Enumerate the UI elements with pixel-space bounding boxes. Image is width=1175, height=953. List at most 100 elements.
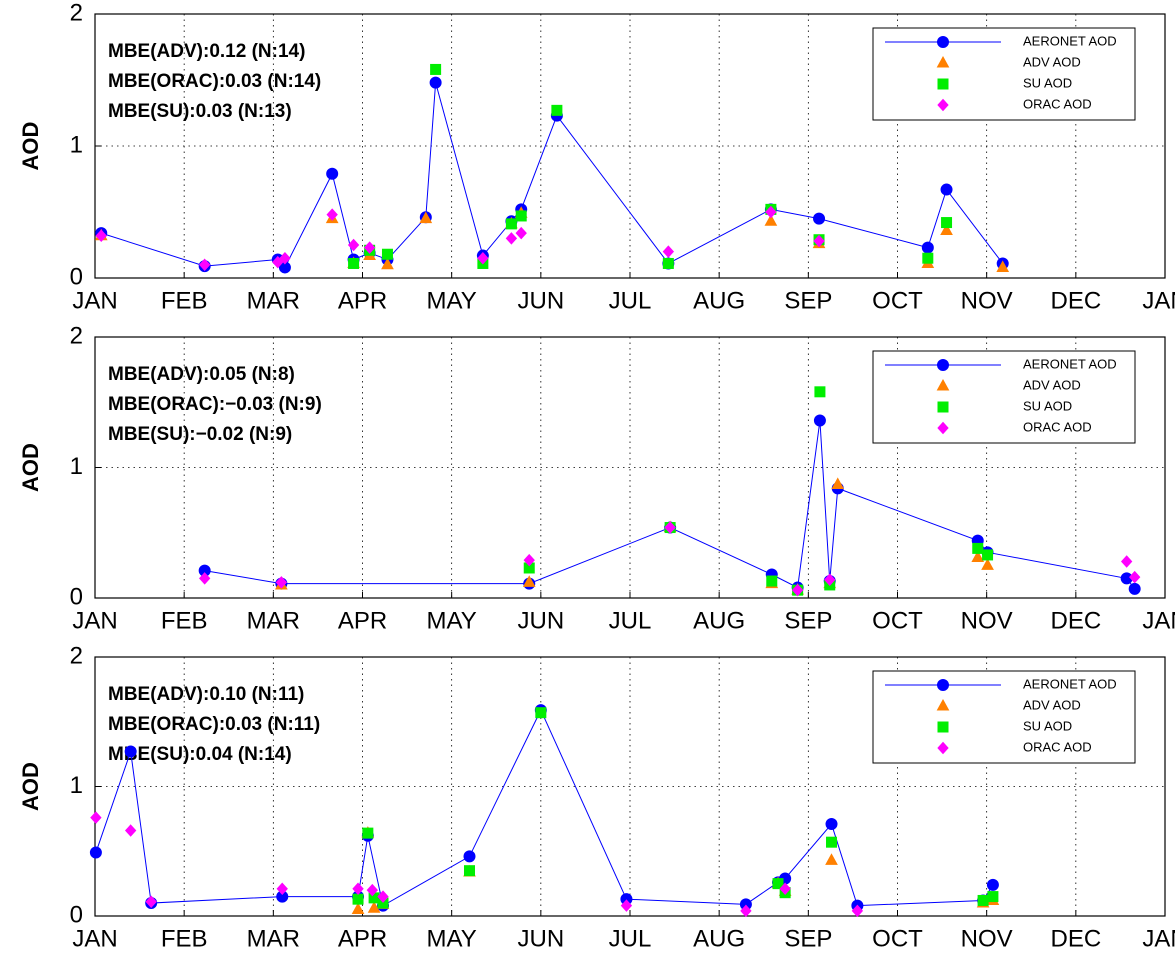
legend-box (872, 670, 1136, 764)
y-axis-label: AOD (18, 122, 43, 171)
plot-frame (94, 656, 1166, 917)
x-tick-label: JUN (517, 607, 564, 634)
marker-triangle (764, 214, 778, 226)
x-tick-label: JAN (72, 607, 117, 634)
x-tick-label: OCT (872, 607, 923, 634)
marker-diamond (326, 208, 338, 221)
marker-square (982, 549, 994, 561)
legend: AERONET AOD ADV AOD SU AOD ORAC AOD (872, 27, 1136, 121)
legend-label: ORAC AOD (1023, 419, 1092, 434)
marker-square (772, 878, 784, 890)
marker-triangle (996, 260, 1010, 272)
y-tick-label: 2 (70, 0, 83, 26)
y-tick-label: 1 (70, 772, 83, 799)
legend-label: SU AOD (1023, 398, 1072, 413)
x-tick-label: DEC (1050, 925, 1101, 952)
marker-triangle (981, 558, 994, 570)
marker-diamond (275, 576, 288, 589)
marker-diamond (664, 521, 676, 534)
x-tick-label: DEC (1050, 287, 1101, 314)
marker-triangle (381, 257, 394, 270)
legend-label: AERONET AOD (1023, 356, 1117, 371)
annotation: MBE(ADV):0.12 (N:14) (108, 41, 305, 62)
marker-square (348, 257, 360, 269)
marker-diamond (366, 883, 378, 897)
marker-diamond (740, 904, 752, 918)
x-tick-label: NOV (961, 607, 1013, 634)
marker-square (922, 252, 934, 264)
marker-square (977, 894, 989, 906)
marker-diamond (505, 232, 518, 245)
series-line (101, 82, 1004, 269)
marker-square (381, 248, 393, 260)
marker-triangle (831, 477, 845, 489)
annotation: MBE(SU):0.04 (N:14) (108, 744, 292, 765)
annotation: MBE(ADV):0.10 (N:11) (108, 684, 304, 705)
x-tick-label: JAN (1142, 607, 1175, 634)
marker-square (551, 104, 563, 116)
marker-square (662, 257, 674, 269)
marker-diamond (145, 895, 157, 908)
annotation: MBE(ORAC):−0.03 (N:9) (108, 394, 322, 415)
x-tick-label: NOV (961, 287, 1013, 314)
marker-diamond (1120, 555, 1133, 568)
marker-triangle (825, 853, 838, 865)
annotation: MBE(ORAC):0.03 (N:11) (108, 714, 320, 735)
marker-diamond (279, 251, 291, 265)
annotation: MBE(SU):−0.02 (N:9) (108, 424, 292, 445)
x-tick-label: MAY (427, 925, 477, 952)
marker-square (826, 836, 838, 848)
x-tick-label: JUN (517, 287, 564, 314)
marker-diamond (765, 205, 777, 219)
marker-diamond (662, 245, 675, 258)
x-tick-label: APR (338, 607, 387, 634)
x-tick-label: JUL (609, 925, 652, 952)
x-tick-label: FEB (161, 925, 208, 952)
y-tick-label: 1 (70, 453, 83, 480)
y-axis-label: AOD (18, 762, 43, 811)
x-tick-label: JAN (1142, 925, 1175, 952)
marker-circle (463, 850, 476, 863)
x-tick-label: DEC (1050, 607, 1101, 634)
marker-square (972, 542, 984, 554)
x-tick-label: MAR (247, 925, 300, 952)
marker-diamond (937, 421, 949, 435)
legend: AERONET AOD ADV AOD SU AOD ORAC AOD (872, 670, 1136, 764)
panel: JANFEBMARAPRMAYJUNJULAUGSEPOCTNOVDECJAN0… (18, 322, 1175, 634)
marker-diamond (937, 98, 949, 112)
marker-square (535, 707, 547, 719)
marker-circle (940, 183, 953, 196)
legend-label: ORAC AOD (1023, 96, 1092, 111)
marker-triangle (971, 550, 985, 563)
marker-circle (921, 241, 934, 254)
marker-diamond (272, 255, 284, 269)
legend-label: ADV AOD (1023, 697, 1081, 712)
marker-diamond (851, 904, 864, 918)
marker-square (941, 217, 953, 229)
marker-diamond (620, 899, 633, 912)
marker-circle (124, 745, 137, 758)
marker-square (987, 891, 999, 903)
annotation: MBE(ORAC):0.03 (N:14) (108, 71, 321, 92)
marker-diamond (95, 229, 107, 243)
marker-diamond (824, 573, 836, 586)
marker-diamond (90, 811, 102, 824)
marker-diamond (937, 741, 949, 755)
y-tick-label: 1 (70, 131, 83, 158)
marker-triangle (940, 223, 953, 235)
marker-diamond (198, 258, 211, 272)
marker-diamond (377, 890, 389, 903)
legend-box (872, 350, 1136, 444)
legend-label: SU AOD (1023, 75, 1072, 90)
legend-label: AERONET AOD (1023, 676, 1117, 691)
marker-diamond (347, 238, 360, 252)
marker-square (430, 63, 442, 75)
panel: JANFEBMARAPRMAYJUNJULAUGSEPOCTNOVDECJAN0… (18, 642, 1175, 952)
x-tick-label: JUL (609, 607, 652, 634)
marker-triangle (936, 55, 950, 68)
marker-circle (937, 679, 949, 691)
x-tick-label: AUG (693, 607, 745, 634)
marker-diamond (779, 882, 791, 896)
x-tick-label: SEP (784, 925, 832, 952)
